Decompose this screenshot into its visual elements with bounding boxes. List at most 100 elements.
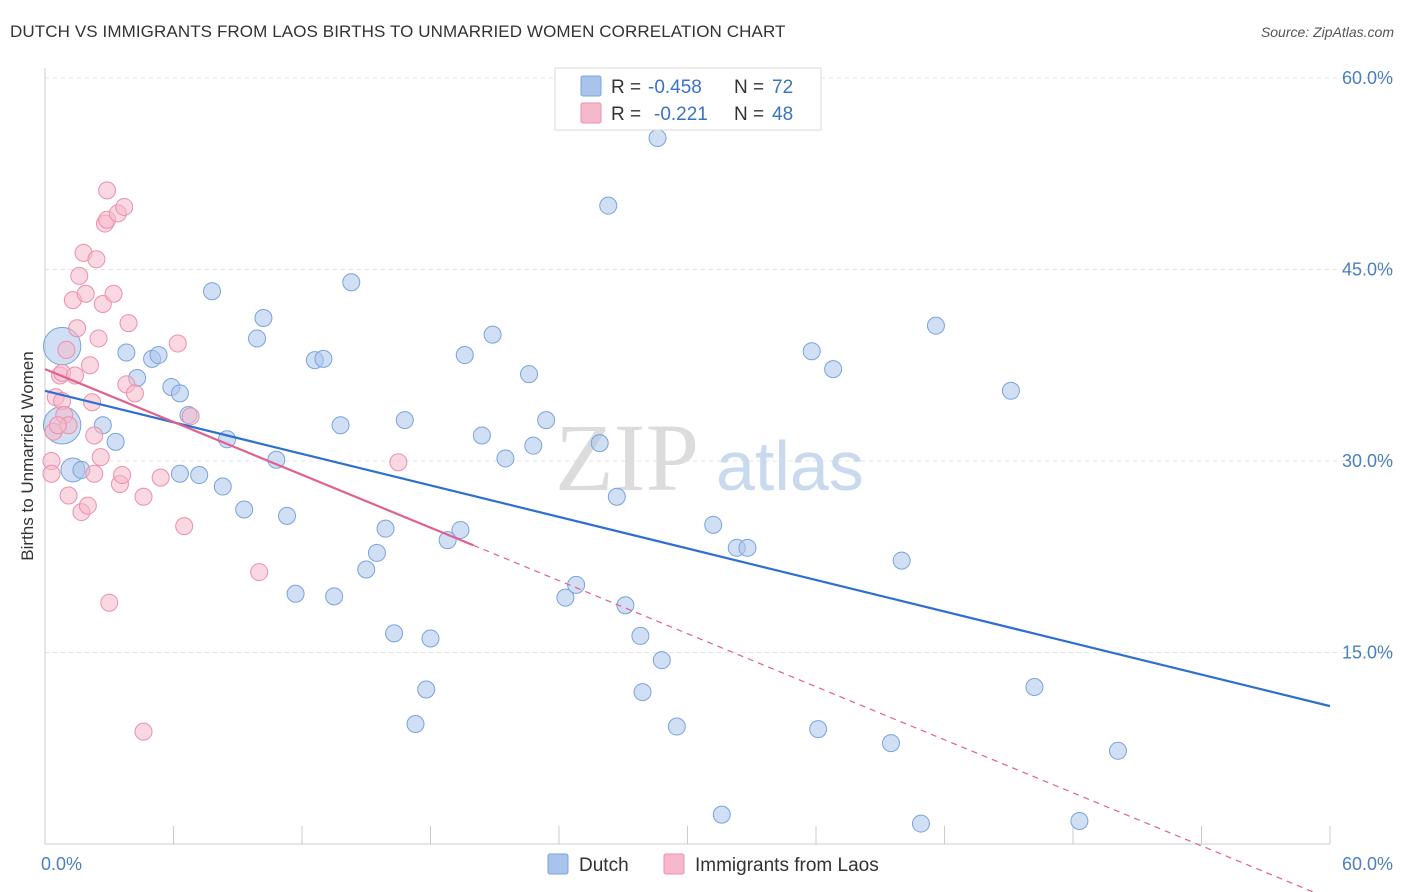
x-tick-label: 0.0% (41, 854, 82, 874)
data-point (520, 365, 539, 384)
legend-r-value: -0.458 (648, 77, 702, 98)
data-point (1070, 812, 1089, 831)
data-point (235, 500, 254, 519)
data-point (149, 346, 168, 365)
legend-n-value: 48 (772, 104, 793, 125)
data-point (421, 629, 440, 648)
data-point (881, 734, 900, 753)
data-point (314, 349, 333, 368)
data-point (926, 316, 945, 335)
data-point (125, 384, 144, 403)
data-point (652, 651, 671, 670)
data-point (248, 329, 267, 348)
trend-line-dutch (44, 389, 1331, 708)
legend-r-value: -0.221 (654, 104, 708, 125)
data-point (892, 551, 911, 570)
legend-bottom-swatch-dutch (547, 853, 569, 875)
data-point (106, 432, 125, 451)
data-point (213, 477, 232, 496)
data-point (168, 334, 187, 353)
series-dutch (42, 129, 1127, 833)
data-point (704, 515, 723, 534)
data-point (85, 426, 104, 445)
data-point (250, 563, 269, 582)
chart-title: DUTCH VS IMMIGRANTS FROM LAOS BIRTHS TO … (10, 22, 786, 41)
y-tick-label: 60.0% (1342, 68, 1393, 88)
data-point (68, 319, 87, 338)
watermark: ZIP atlas (555, 404, 864, 511)
data-point (70, 266, 89, 285)
legend-r-label: R = (611, 77, 641, 98)
data-point (134, 722, 153, 741)
data-point (738, 538, 757, 557)
data-point (113, 466, 132, 485)
data-point (483, 325, 502, 344)
data-point (170, 384, 189, 403)
legend-swatch-dutch (580, 75, 602, 97)
data-point (417, 680, 436, 699)
data-point (809, 720, 828, 739)
data-point (170, 464, 189, 483)
data-point (181, 407, 200, 426)
data-point (395, 411, 414, 430)
data-point (190, 466, 209, 485)
data-point (537, 411, 556, 430)
data-point (80, 356, 99, 375)
data-point (117, 343, 136, 362)
data-point (325, 587, 344, 606)
data-point (802, 342, 821, 361)
data-point (342, 273, 361, 292)
legend-top: R = -0.458 N = 72 R = -0.221 N = 48 (554, 67, 822, 131)
data-point (667, 717, 686, 736)
watermark-atlas: atlas (716, 427, 864, 505)
data-point (376, 519, 395, 538)
legend-n-value: 72 (772, 77, 793, 98)
data-point (286, 584, 305, 603)
data-point (1108, 741, 1127, 760)
data-point (385, 624, 404, 643)
data-point (406, 714, 425, 733)
trend-line-extension (473, 544, 1315, 892)
data-point (367, 543, 386, 562)
legend-bottom-label-dutch: Dutch (579, 855, 629, 876)
data-point (911, 814, 930, 833)
data-point (91, 448, 110, 467)
data-point (824, 360, 843, 379)
data-point (134, 487, 153, 506)
data-point (119, 314, 138, 333)
data-point (633, 683, 652, 702)
data-point (1025, 677, 1044, 696)
data-point (203, 282, 222, 301)
trend-lines (44, 368, 1331, 892)
x-tick-label: 60.0% (1342, 854, 1393, 874)
data-point (599, 196, 618, 215)
data-point (648, 129, 667, 148)
data-point (76, 284, 95, 303)
data-point (98, 181, 117, 200)
data-point (607, 487, 626, 506)
data-point (85, 464, 104, 483)
data-point (357, 560, 376, 579)
y-tick-label: 30.0% (1342, 451, 1393, 471)
legend-bottom-label-laos: Immigrants from Laos (695, 855, 879, 876)
data-point (104, 284, 123, 303)
data-point (59, 486, 78, 505)
data-point (331, 416, 350, 435)
data-point (89, 329, 108, 348)
legend-swatch-laos (580, 102, 602, 124)
data-point (524, 436, 543, 455)
data-point (472, 426, 491, 445)
data-point (87, 250, 106, 269)
y-tick-label: 15.0% (1342, 643, 1393, 663)
data-point (556, 588, 575, 607)
data-point (48, 416, 67, 435)
legend-bottom-swatch-laos (663, 853, 685, 875)
data-point (712, 805, 731, 824)
data-point (175, 517, 194, 536)
source-label: Source: ZipAtlas.com (1260, 24, 1394, 40)
y-axis-label: Births to Unmarried Women (18, 351, 37, 560)
data-point (631, 626, 650, 645)
data-point (42, 464, 61, 483)
legend-n-label: N = (734, 77, 764, 98)
